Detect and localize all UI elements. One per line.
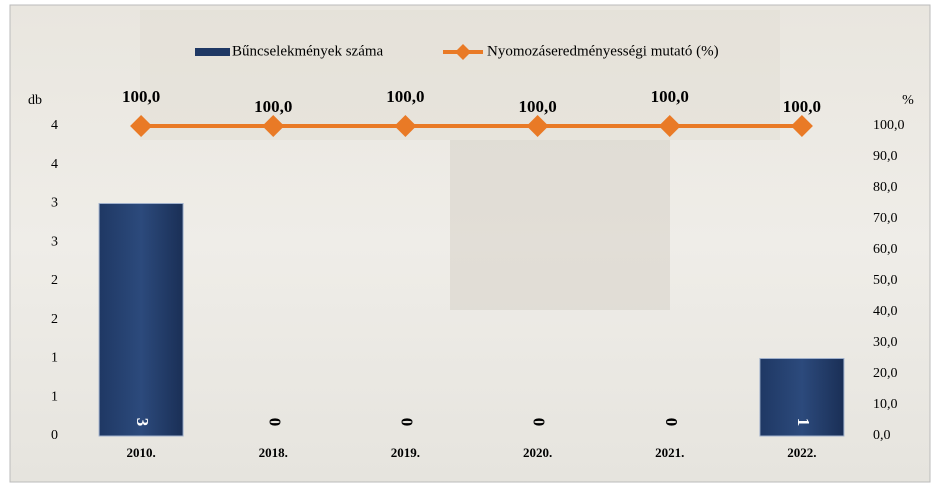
line-value-label: 100,0 <box>386 87 424 106</box>
background-door <box>450 140 670 310</box>
y2-tick-label: 0,0 <box>873 428 891 443</box>
y2-tick-label: 40,0 <box>873 304 898 319</box>
y-tick-label: 2 <box>51 312 58 327</box>
y-tick-label: 2 <box>51 273 58 288</box>
y-tick-label: 0 <box>51 428 58 443</box>
background-building <box>140 10 780 140</box>
y-tick-label: 1 <box>51 351 58 366</box>
line-marker <box>790 115 813 137</box>
bar-value-label: 0 <box>530 418 549 427</box>
line-marker <box>526 115 549 137</box>
y-axis-title: db <box>28 93 42 108</box>
bar <box>98 203 184 437</box>
y-tick-label: 4 <box>51 157 58 172</box>
y2-tick-label: 30,0 <box>873 335 898 350</box>
bar-value-label: 0 <box>265 418 284 427</box>
x-tick-label: 2019. <box>391 445 420 460</box>
y2-tick-label: 70,0 <box>873 211 898 226</box>
bar <box>759 358 845 437</box>
y-tick-label: 4 <box>51 118 58 133</box>
x-tick-label: 2020. <box>523 445 552 460</box>
y2-axis-title: % <box>902 93 914 108</box>
line-value-label: 100,0 <box>122 87 160 106</box>
bar-value-label: 1 <box>794 418 813 427</box>
y2-tick-label: 80,0 <box>873 180 898 195</box>
y2-tick-label: 20,0 <box>873 366 898 381</box>
x-tick-label: 2018. <box>259 445 288 460</box>
line-marker <box>262 115 285 137</box>
y2-tick-label: 50,0 <box>873 273 898 288</box>
legend-swatch-marker <box>455 44 471 60</box>
bar-value-label: 0 <box>662 418 681 427</box>
y-tick-label: 1 <box>51 389 58 404</box>
line-marker <box>394 115 417 137</box>
line-value-label: 100,0 <box>254 97 292 116</box>
line-value-label: 100,0 <box>651 87 689 106</box>
y2-tick-label: 10,0 <box>873 397 898 412</box>
line-value-label: 100,0 <box>518 97 556 116</box>
y-tick-label: 3 <box>51 196 58 211</box>
x-tick-label: 2021. <box>655 445 684 460</box>
x-tick-label: 2022. <box>787 445 816 460</box>
legend-swatch <box>195 48 230 56</box>
x-tick-label: 2010. <box>126 445 155 460</box>
y2-tick-label: 100,0 <box>873 118 905 133</box>
line-marker <box>658 115 681 137</box>
legend-label: Bűncselekmények száma <box>232 43 384 59</box>
line-marker <box>130 115 153 137</box>
y-tick-label: 3 <box>51 234 58 249</box>
bar-value-label: 0 <box>398 418 417 427</box>
legend-label: Nyomozáseredményességi mutató (%) <box>487 43 719 59</box>
y2-tick-label: 90,0 <box>873 149 898 164</box>
y2-tick-label: 60,0 <box>873 242 898 257</box>
bar-value-label: 3 <box>133 418 152 427</box>
line-value-label: 100,0 <box>783 97 821 116</box>
